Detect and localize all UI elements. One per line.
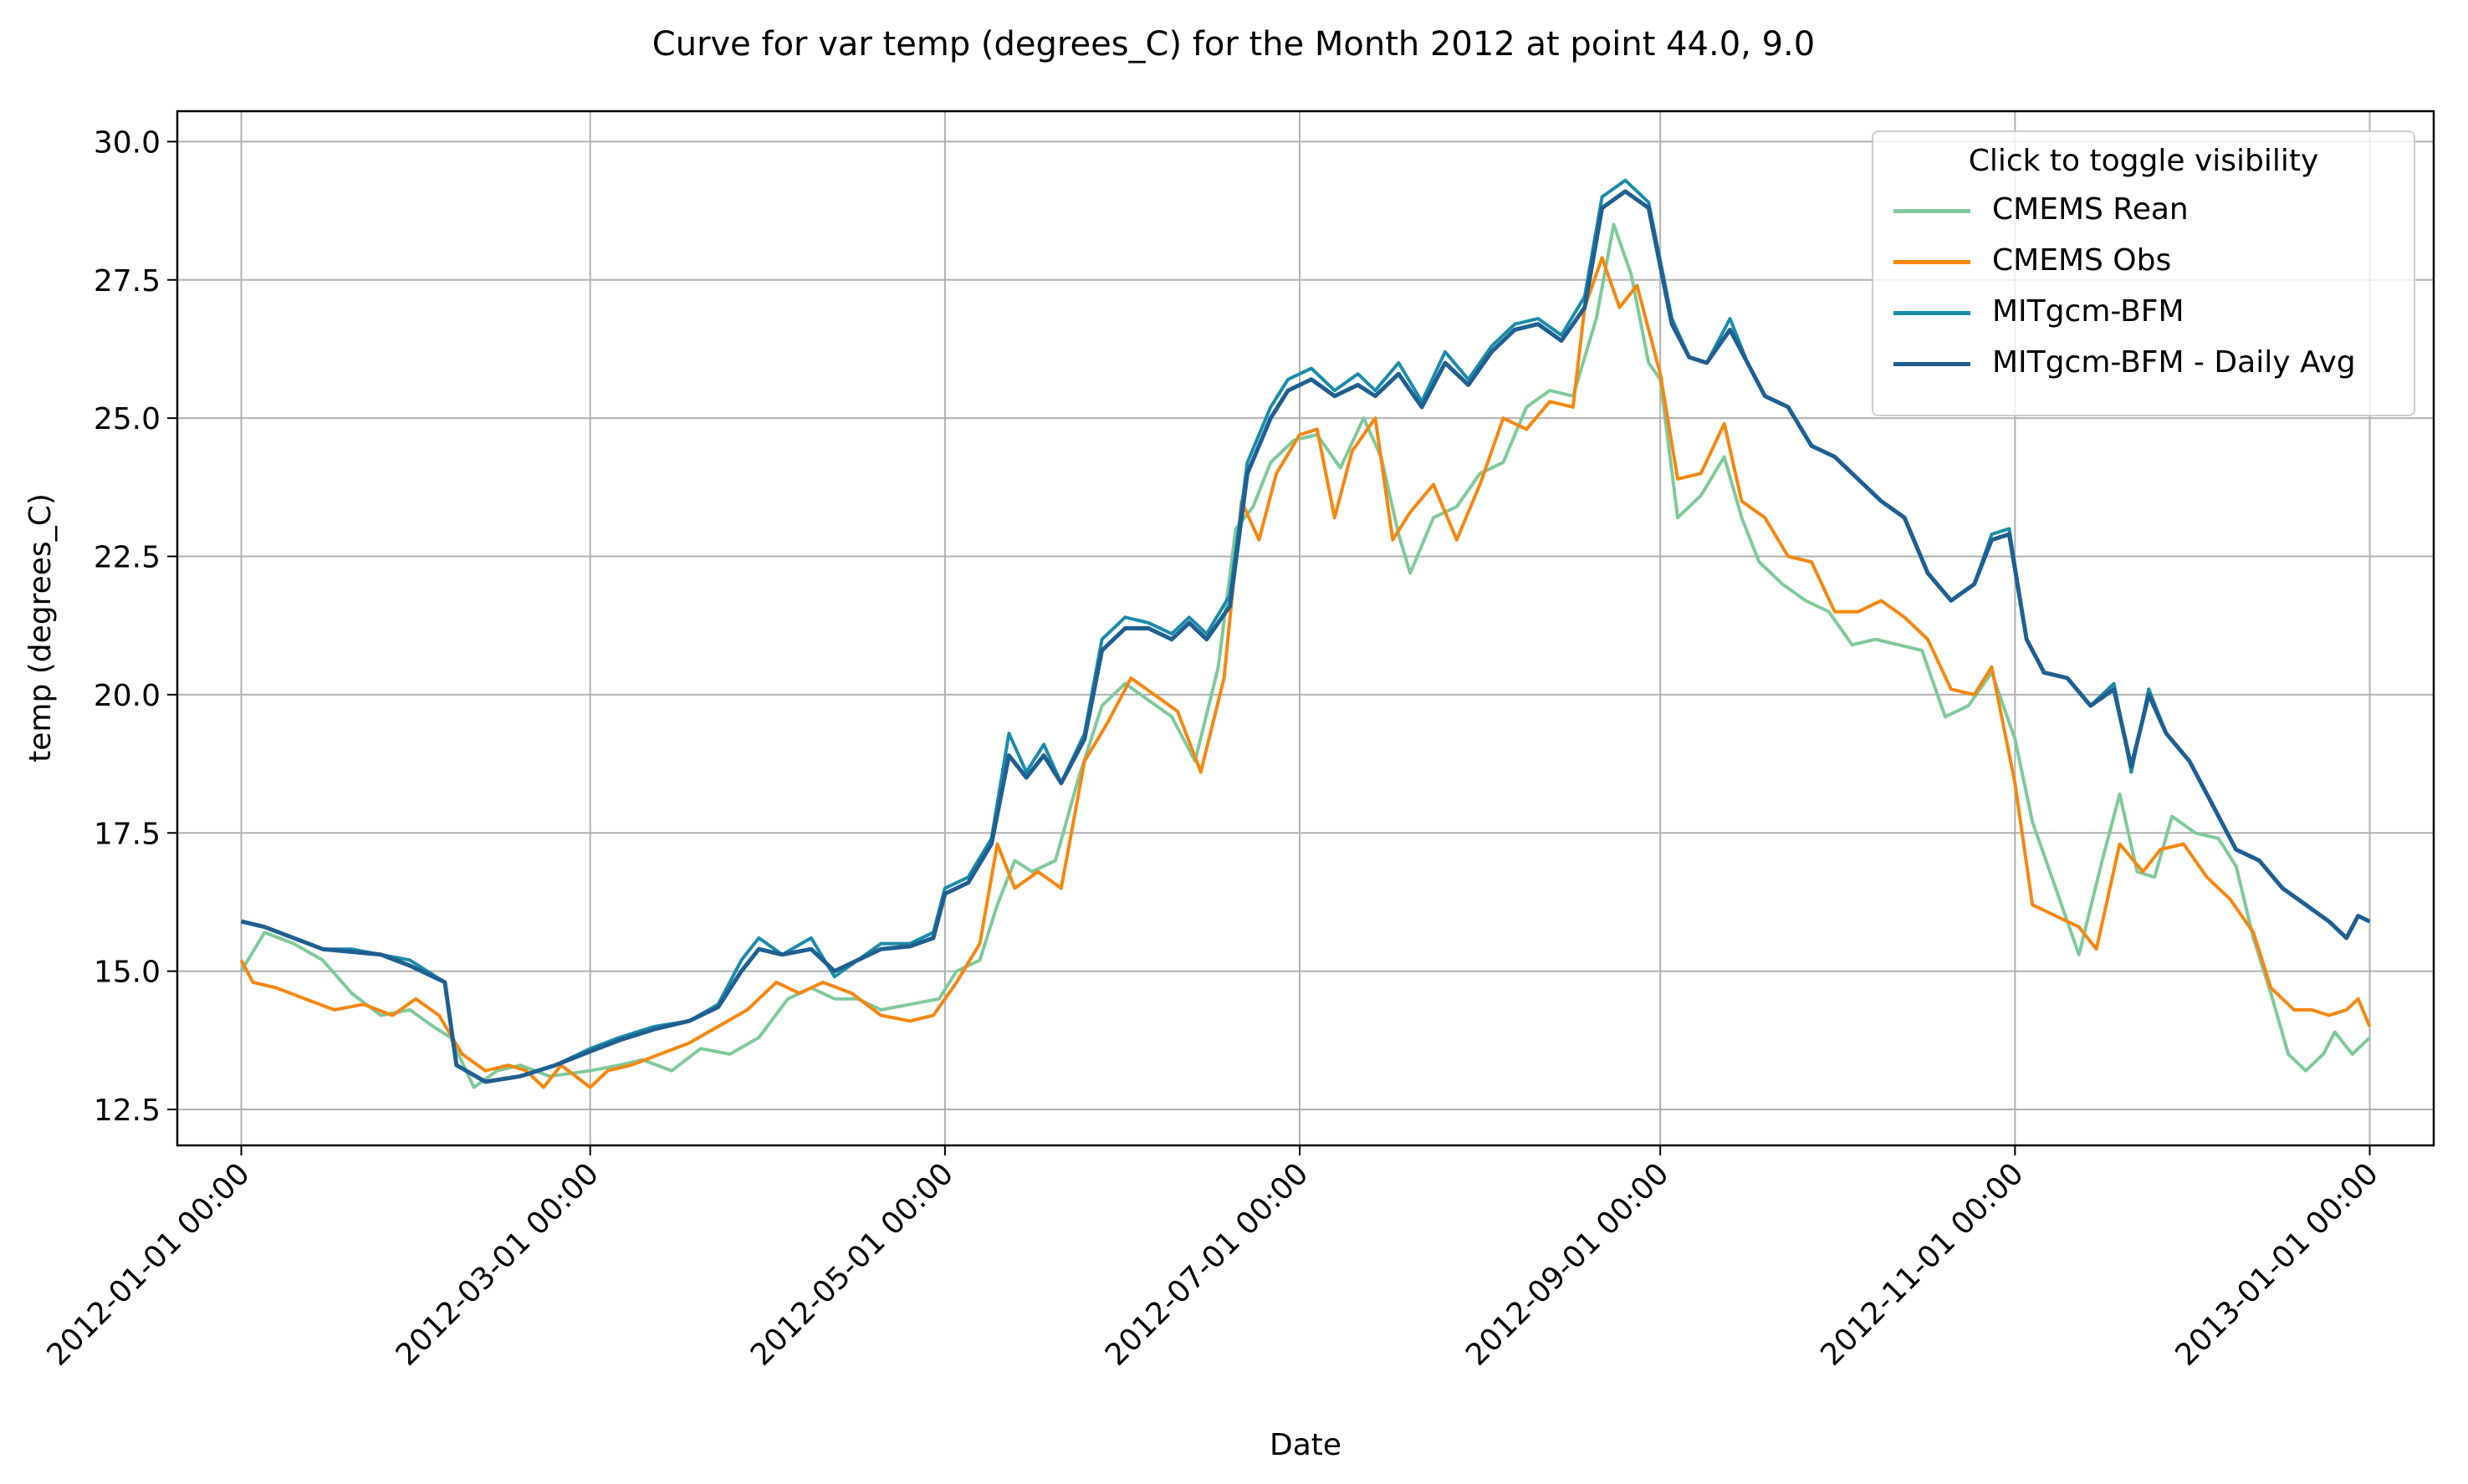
legend-swatch — [1893, 311, 1970, 315]
grid — [177, 111, 2434, 1145]
y-axis-label: temp (degrees_C) — [23, 493, 58, 762]
x-tick-label: 2012-09-01 00:00 — [1459, 1156, 1675, 1372]
x-tick-label: 2012-07-01 00:00 — [1099, 1156, 1315, 1372]
y-tick-label: 30.0 — [94, 125, 161, 160]
legend-swatch — [1893, 260, 1970, 264]
y-tick-label: 17.5 — [94, 817, 161, 851]
y-tick-label: 22.5 — [94, 541, 161, 575]
x-axis-label: Date — [1270, 1428, 1341, 1462]
y-tick-label: 20.0 — [94, 679, 161, 713]
legend: Click to toggle visibility CMEMS Rean CM… — [1872, 130, 2415, 416]
plot-area — [176, 110, 2435, 1147]
legend-item-cmems-obs[interactable]: CMEMS Obs — [1885, 237, 2404, 287]
x-axis: 2012-01-01 00:00 2012-03-01 00:00 2012-05-… — [40, 1145, 2385, 1373]
legend-swatch — [1893, 209, 1970, 213]
series-line-cmems-obs — [239, 256, 2372, 1089]
y-tick-label: 15.0 — [94, 956, 161, 990]
series-line-cmems-rean — [239, 222, 2371, 1089]
x-tick-label: 2013-01-01 00:00 — [2169, 1156, 2384, 1372]
legend-title: Click to toggle visibility — [1968, 144, 2319, 178]
legend-swatch — [1893, 362, 1970, 366]
legend-item-cmems-rean[interactable]: CMEMS Rean — [1885, 186, 2404, 236]
legend-label: CMEMS Rean — [1992, 192, 2189, 227]
x-tick-label: 2012-05-01 00:00 — [744, 1156, 960, 1372]
y-axis: 12.5 15.0 17.5 20.0 22.5 25.0 27.5 30.0 — [94, 125, 177, 1128]
legend-label: MITgcm-BFM — [1992, 294, 2184, 329]
chart-title: Curve for var temp (degrees_C) for the M… — [652, 25, 1815, 64]
y-tick-label: 12.5 — [94, 1094, 161, 1128]
series-layer — [239, 178, 2372, 1089]
legend-item-mitgcm-bfm[interactable]: MITgcm-BFM — [1885, 288, 2404, 338]
y-tick-label: 25.0 — [94, 402, 161, 436]
legend-item-mitgcm-bfm-daily-avg[interactable]: MITgcm-BFM - Daily Avg — [1885, 339, 2404, 389]
y-tick-label: 27.5 — [94, 264, 161, 298]
legend-label: CMEMS Obs — [1992, 243, 2172, 278]
x-tick-label: 2012-01-01 00:00 — [40, 1156, 256, 1372]
x-tick-label: 2012-03-01 00:00 — [390, 1156, 606, 1372]
x-tick-label: 2012-11-01 00:00 — [1814, 1156, 2030, 1372]
legend-label: MITgcm-BFM - Daily Avg — [1992, 345, 2356, 380]
series-line-mitgcm-bfm-daily-avg — [240, 189, 2371, 1084]
